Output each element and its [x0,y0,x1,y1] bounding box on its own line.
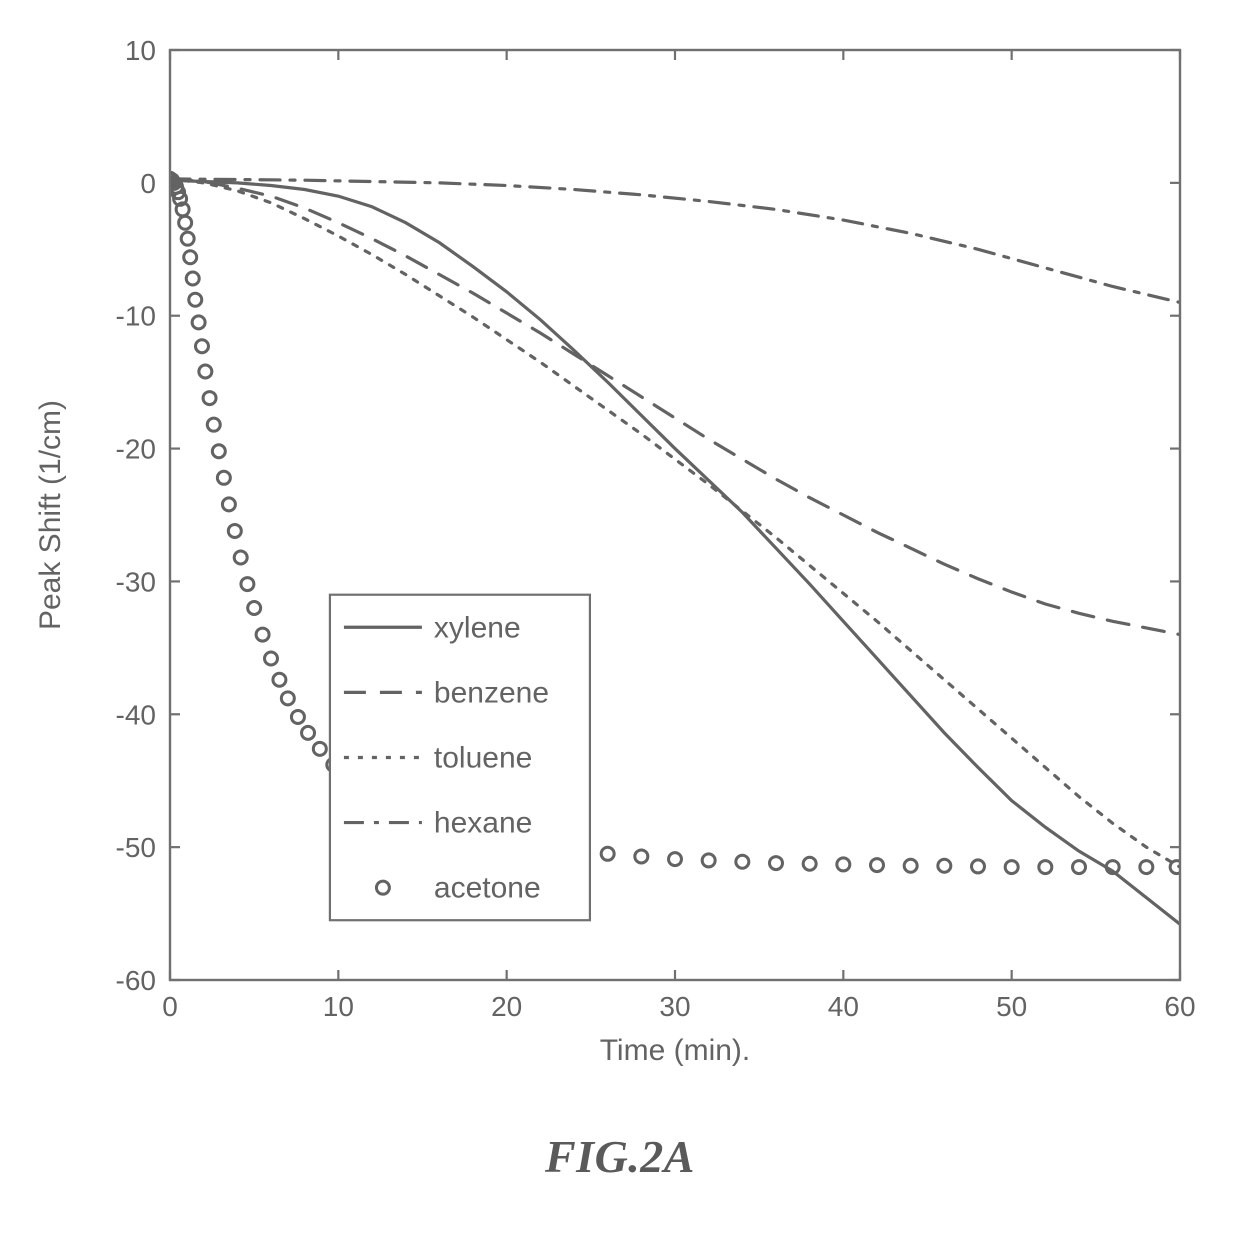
svg-text:10: 10 [125,35,156,66]
svg-text:-30: -30 [116,566,156,597]
legend-label-acetone: acetone [434,872,541,905]
chart-container: 0 10 20 30 40 50 60 -60 -50 -40 -30 -20 -10 0 10 Time (… [0,0,1240,1105]
figure-caption: FIG.2A [0,1130,1240,1183]
svg-text:60: 60 [1164,991,1195,1022]
svg-text:-20: -20 [116,434,156,465]
svg-text:-10: -10 [116,301,156,332]
svg-text:-50: -50 [116,832,156,863]
svg-text:40: 40 [828,991,859,1022]
svg-text:0: 0 [162,991,178,1022]
svg-text:0: 0 [140,168,156,199]
svg-text:50: 50 [996,991,1027,1022]
legend-label-xylene: xylene [434,611,521,644]
legend-label-toluene: toluene [434,741,532,774]
svg-text:Time (min).: Time (min). [600,1034,751,1067]
legend-label-hexane: hexane [434,807,532,840]
legend-label-benzene: benzene [434,676,549,709]
svg-text:30: 30 [659,991,690,1022]
svg-text:10: 10 [323,991,354,1022]
svg-text:20: 20 [491,991,522,1022]
svg-text:Peak Shift (1/cm): Peak Shift (1/cm) [34,400,67,630]
svg-text:-60: -60 [116,965,156,996]
peak-shift-chart: 0 10 20 30 40 50 60 -60 -50 -40 -30 -20 -10 0 10 Time (… [0,0,1240,1100]
svg-text:-40: -40 [116,699,156,730]
